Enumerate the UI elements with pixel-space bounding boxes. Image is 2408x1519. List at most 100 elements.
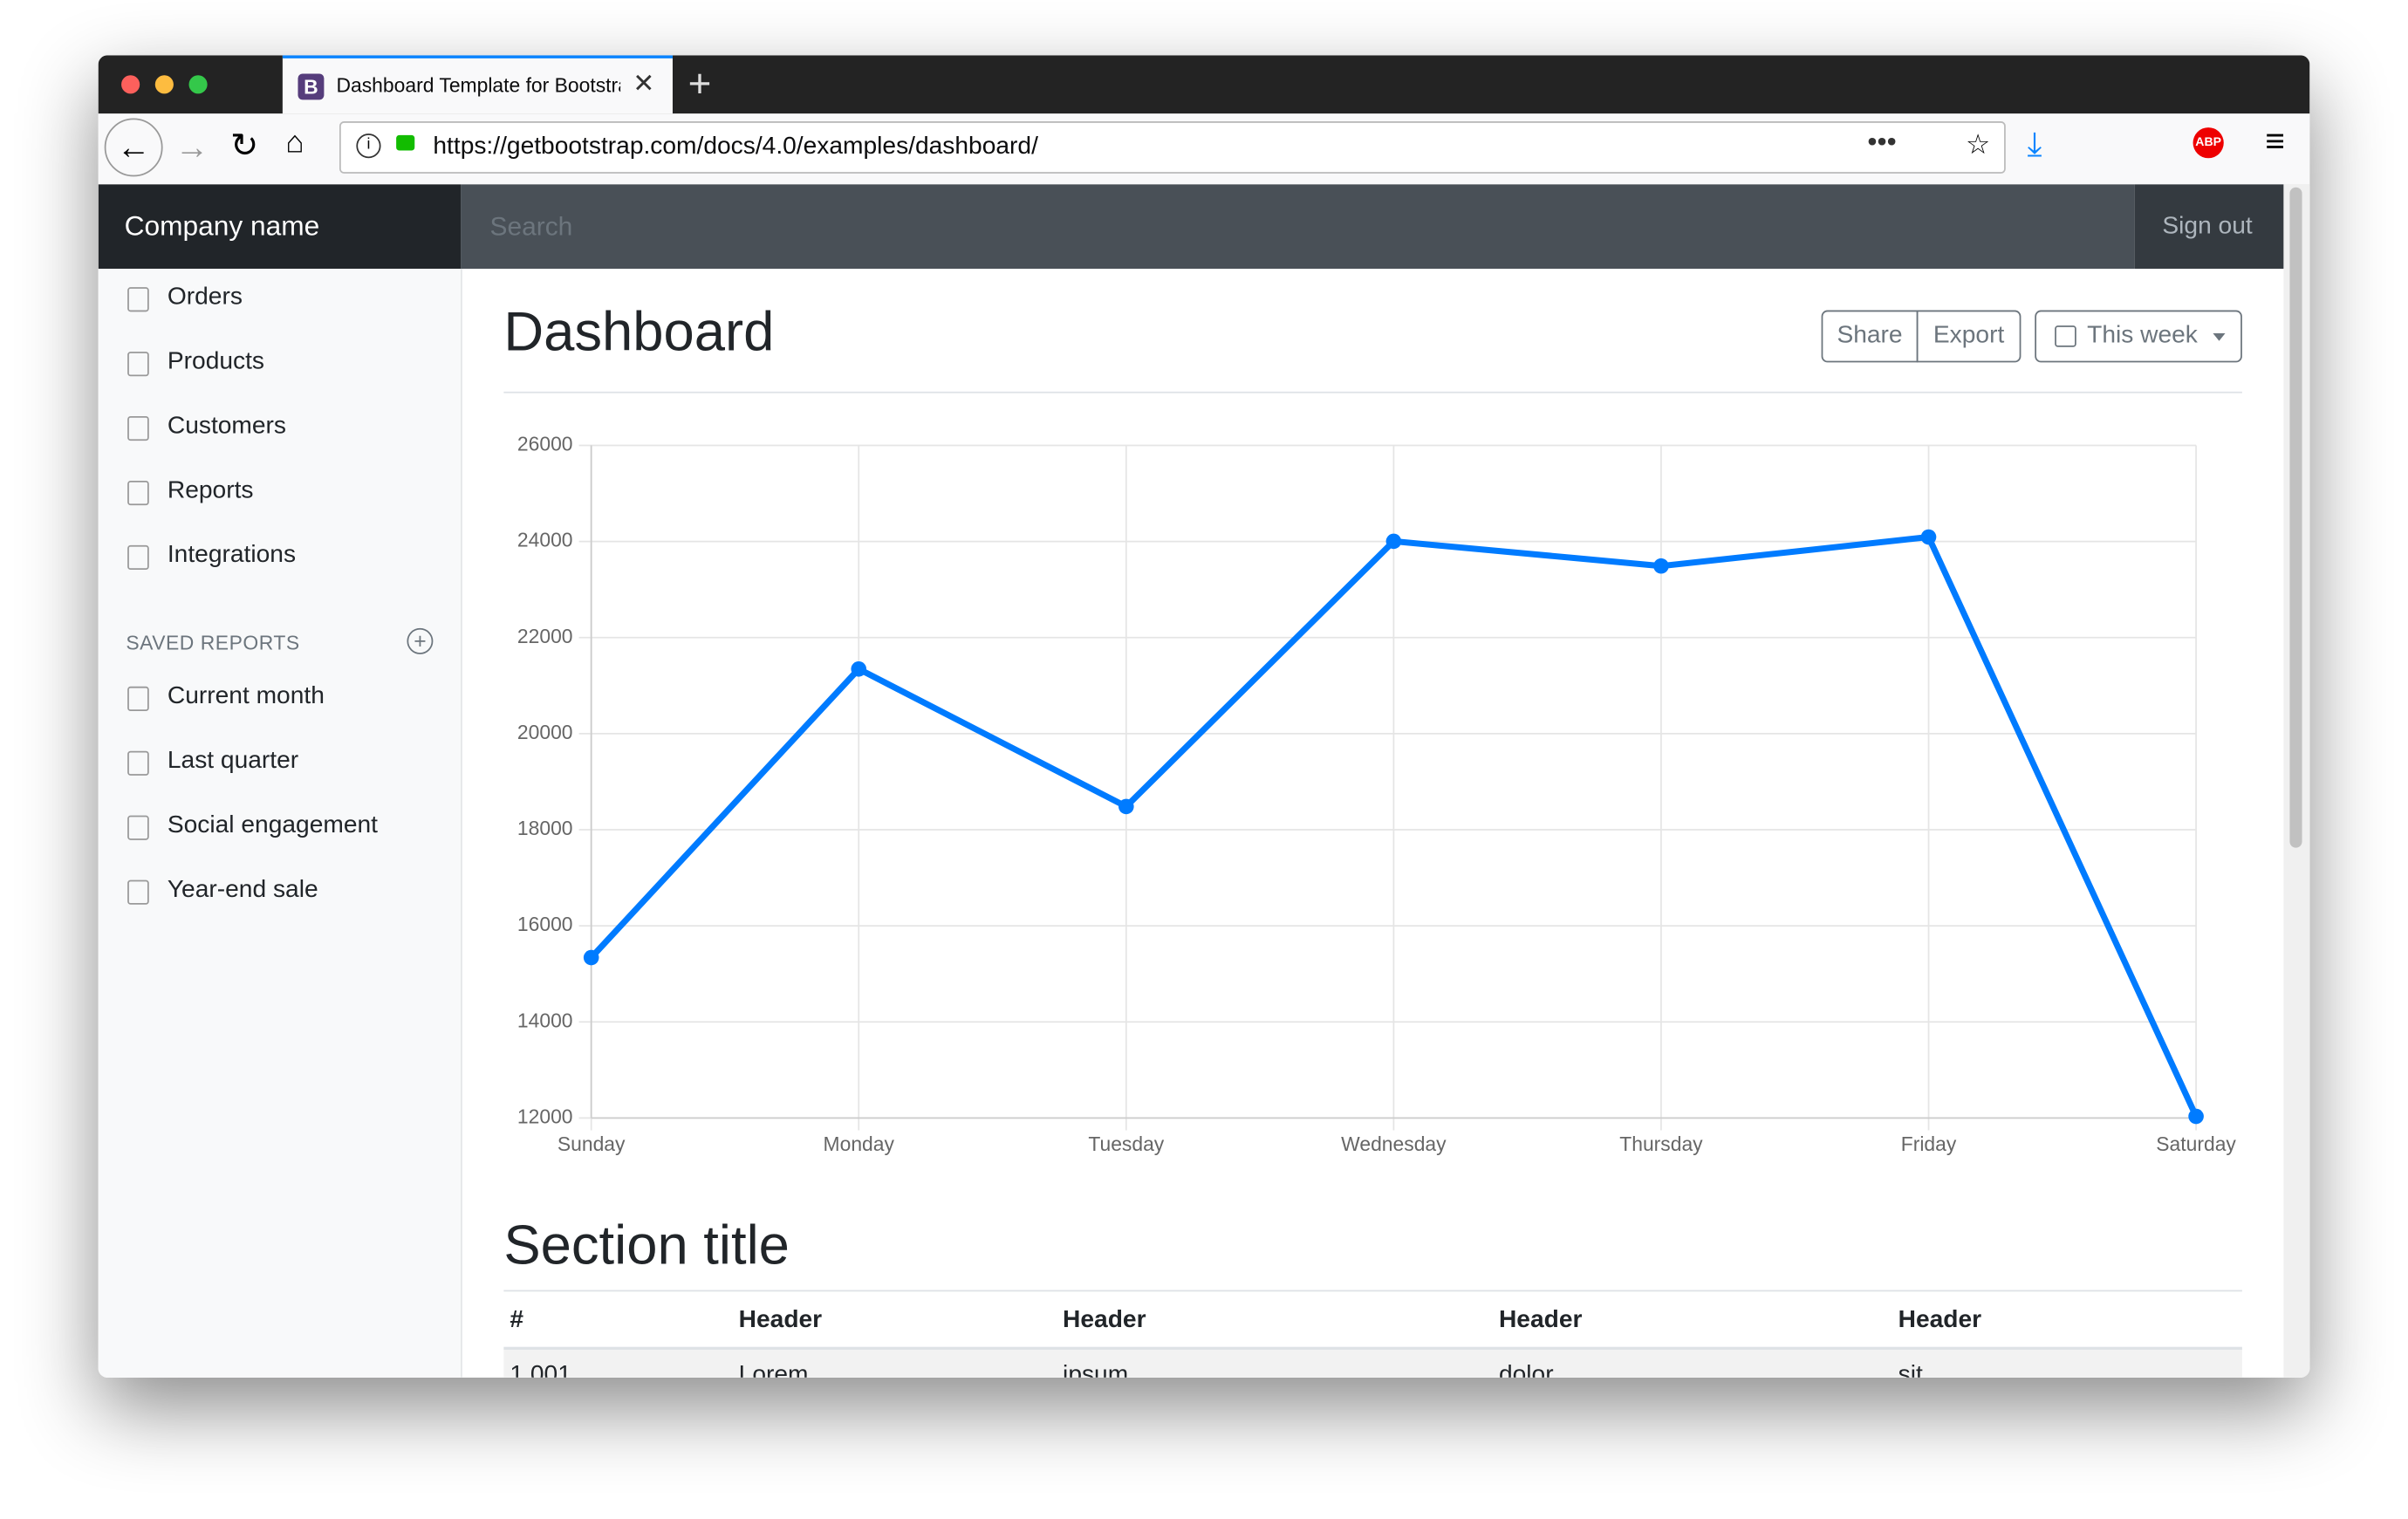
- share-button[interactable]: Share: [1821, 310, 1919, 363]
- active-tab[interactable]: B Dashboard Template for Bootstrap ✕: [282, 55, 673, 114]
- point: [583, 949, 599, 966]
- web-content: Company name Search Sign out SAVED REPOR…: [98, 184, 2310, 1378]
- home-button[interactable]: ⌂: [285, 126, 304, 161]
- nav-link[interactable]: Orders: [167, 284, 243, 311]
- x-tick-label: Thursday: [1619, 1132, 1703, 1155]
- table-header: Header: [1498, 1306, 1583, 1333]
- brand[interactable]: Company name: [124, 210, 320, 242]
- scroll-thumb[interactable]: [2289, 187, 2302, 848]
- week-dropdown[interactable]: This week: [2035, 310, 2242, 363]
- nav-link[interactable]: Social engagement: [167, 812, 378, 839]
- url: https://getbootstrap.com/docs/4.0/exampl…: [433, 133, 1038, 161]
- menu-button[interactable]: ≡: [2265, 121, 2285, 161]
- lock-icon: [396, 134, 415, 151]
- table-cell: ipsum: [1063, 1362, 1129, 1378]
- point: [1920, 529, 1937, 545]
- nav-icon: [127, 815, 149, 840]
- y-tick-label: 22000: [517, 625, 573, 647]
- adblock-icon[interactable]: ABP: [2193, 127, 2224, 159]
- tab-close[interactable]: ✕: [633, 69, 655, 99]
- brand-area: Company name: [98, 184, 462, 270]
- nav-icon: [127, 287, 149, 312]
- info-icon[interactable]: i: [356, 133, 381, 159]
- table: # Header Header Header Header 1,001 Lorem ipsum…: [503, 1291, 2242, 1378]
- y-tick-label: 14000: [517, 1009, 573, 1031]
- table-cell: sit: [1898, 1362, 1923, 1378]
- point: [1653, 558, 1669, 574]
- dropdown-label: This week: [2087, 322, 2198, 349]
- point: [1385, 533, 1402, 550]
- tab-title: Dashboard Template for Bootstrap: [336, 73, 621, 97]
- close-dot[interactable]: [121, 75, 140, 94]
- nav-link[interactable]: Customers: [167, 413, 287, 440]
- nav-link[interactable]: Reports: [167, 477, 254, 504]
- table-cell: 1,001: [510, 1362, 571, 1378]
- new-tab[interactable]: +: [688, 59, 712, 106]
- section-title: Section title: [503, 1213, 790, 1276]
- downloads[interactable]: ⤓: [2027, 124, 2042, 163]
- point: [851, 661, 867, 677]
- y-tick-label: 24000: [517, 529, 573, 551]
- y-tick-label: 20000: [517, 721, 573, 743]
- page-actions[interactable]: •••: [1867, 126, 1897, 157]
- caret: [2213, 332, 2226, 341]
- point: [2188, 1108, 2204, 1125]
- nav-icon: [127, 750, 149, 776]
- nav-link[interactable]: Products: [167, 348, 265, 375]
- header-border: [503, 1346, 2242, 1351]
- nav-icon: [127, 352, 149, 377]
- back-button[interactable]: ←: [104, 118, 163, 177]
- sign-out[interactable]: Sign out: [2162, 213, 2253, 240]
- export-button[interactable]: Export: [1916, 310, 2021, 363]
- x-tick-label: Wednesday: [1341, 1132, 1447, 1155]
- add-report[interactable]: +: [407, 627, 434, 654]
- table-header: #: [510, 1306, 524, 1333]
- bookmark-star[interactable]: ☆: [1966, 128, 1991, 161]
- sidebar: SAVED REPORTS + Orders Products Customers R…: [98, 269, 462, 1378]
- scrollbar[interactable]: [2283, 184, 2310, 1378]
- tab-bar: B Dashboard Template for Bootstrap ✕ +: [98, 55, 2310, 114]
- point: [1118, 798, 1134, 815]
- y-tick-label: 16000: [517, 913, 573, 935]
- nav-icon: [127, 544, 149, 571]
- table-cell: Lorem: [738, 1362, 809, 1378]
- nav-link[interactable]: Last quarter: [167, 748, 299, 775]
- x-tick-label: Saturday: [2156, 1132, 2236, 1155]
- search-placeholder: Search: [489, 211, 573, 242]
- nav-link[interactable]: Year-end sale: [167, 877, 318, 903]
- y-tick-label: 18000: [517, 817, 573, 839]
- url-bar[interactable]: i https://getbootstrap.com/docs/4.0/exam…: [339, 121, 2006, 174]
- x-tick-label: Sunday: [558, 1132, 626, 1155]
- toolbar: ← → ↻ ⌂ i https://getbootstrap.com/docs/…: [98, 113, 2310, 186]
- zoom-dot[interactable]: [188, 75, 208, 94]
- saved-reports-heading: SAVED REPORTS: [126, 631, 300, 654]
- minimize-dot[interactable]: [154, 75, 174, 94]
- divider: [503, 391, 2242, 393]
- x-tick-label: Monday: [824, 1132, 895, 1155]
- table-header: Header: [1898, 1306, 1982, 1333]
- forward-button[interactable]: →: [174, 127, 209, 167]
- main: Dashboard Share Export This week 12000 14…: [503, 269, 2242, 1378]
- nav-icon: [127, 416, 149, 441]
- nav-icon: [127, 686, 149, 711]
- x-tick-label: Tuesday: [1088, 1132, 1164, 1155]
- y-tick-label: 12000: [517, 1105, 573, 1127]
- table-header: Header: [738, 1306, 823, 1333]
- calendar-icon: [2055, 325, 2076, 347]
- favicon: B: [298, 73, 325, 100]
- page-title: Dashboard: [503, 299, 775, 363]
- x-tick-label: Friday: [1901, 1132, 1957, 1155]
- nav-link[interactable]: Current month: [167, 683, 325, 710]
- search-input[interactable]: Search: [461, 184, 2135, 270]
- nav-link[interactable]: Integrations: [167, 542, 297, 569]
- y-tick-label: 26000: [517, 433, 573, 455]
- nav-icon: [127, 879, 149, 905]
- sign-out-area: Sign out: [2134, 184, 2284, 270]
- table-cell: dolor: [1498, 1362, 1554, 1378]
- row-stripe: [503, 1350, 2242, 1378]
- reload-button[interactable]: ↻: [230, 126, 259, 165]
- table-header: Header: [1063, 1306, 1146, 1333]
- nav-icon: [127, 480, 149, 506]
